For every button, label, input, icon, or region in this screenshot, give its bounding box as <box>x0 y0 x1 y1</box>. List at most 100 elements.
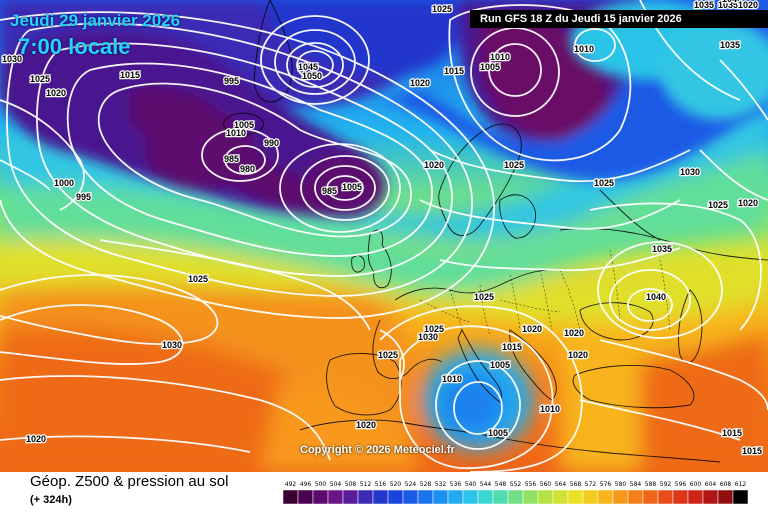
isobar-label: 1040 <box>646 292 666 302</box>
forecast-time: 7:00 locale <box>18 34 131 59</box>
scale-swatch <box>462 489 479 505</box>
scale-label: 540 <box>465 481 477 488</box>
isobar-label: 1020 <box>568 350 588 360</box>
isobar-label: 1015 <box>502 342 522 352</box>
isobar-label: 1020 <box>410 78 430 88</box>
scale-label: 568 <box>570 481 582 488</box>
scale-label: 524 <box>405 481 417 488</box>
scale-swatch <box>522 489 539 505</box>
scale-label: 516 <box>375 481 387 488</box>
isobar-label: 1025 <box>474 292 494 302</box>
scale-swatch <box>297 489 314 505</box>
isobar-label: 1005 <box>234 120 254 130</box>
scale-swatch <box>342 489 359 505</box>
scale-label: 544 <box>480 481 492 488</box>
isobar-label: 1020 <box>356 420 376 430</box>
isobar-label: 1040 <box>722 0 742 4</box>
isobar-label: 1025 <box>30 74 50 84</box>
isobar-label: 1035 <box>652 244 672 254</box>
scale-label: 556 <box>525 481 537 488</box>
isobar-label: 1010 <box>490 52 510 62</box>
isobar-label: 1005 <box>342 182 362 192</box>
scale-label: 600 <box>690 481 702 488</box>
isobar-label: 1025 <box>188 274 208 284</box>
isobar-label: 1010 <box>442 374 462 384</box>
scale-swatch <box>552 489 569 505</box>
scale-label: 504 <box>330 481 342 488</box>
forecast-date: Jeudi 29 janvier 2026 <box>10 11 181 30</box>
isobar-label: 985 <box>224 154 239 164</box>
isobar-label: 1020 <box>738 0 758 10</box>
scale-swatch <box>672 489 689 505</box>
scale-swatch <box>627 489 644 505</box>
scale-label: 564 <box>555 481 567 488</box>
scale-swatch <box>567 489 584 505</box>
scale-label: 596 <box>675 481 687 488</box>
isobar-label: 1035 <box>720 40 740 50</box>
isobar-label: 1000 <box>54 178 74 188</box>
copyright-text: Copyright © 2026 Meteociel.fr <box>300 444 455 456</box>
scale-label: 496 <box>300 481 312 488</box>
scale-swatch <box>357 489 374 505</box>
run-info: Run GFS 18 Z du Jeudi 15 janvier 2026 <box>470 10 768 28</box>
map-canvas: 1030 1025 1020 1015 995 1000 995 1010 10… <box>0 0 768 472</box>
isobar-label: 1020 <box>26 434 46 444</box>
map-footer: Géop. Z500 & pression au sol (+ 324h) 49… <box>0 472 768 512</box>
isobar-label: 1010 <box>540 404 560 414</box>
isobar-label: 990 <box>264 138 279 148</box>
isobars <box>0 0 768 472</box>
isobar-label: 1030 <box>418 332 438 342</box>
scale-label: 604 <box>705 481 717 488</box>
scale-label: 592 <box>660 481 672 488</box>
scale-swatch <box>283 489 299 505</box>
scale-swatch <box>612 489 629 505</box>
isobar-label: 980 <box>240 164 255 174</box>
scale-label: 500 <box>315 481 327 488</box>
isobar-label: 1030 <box>680 167 700 177</box>
color-scale: 492 496 500 504 508 512 516 520 524 528 532 536 540 5… <box>283 481 749 505</box>
scale-label: 608 <box>720 481 732 488</box>
isobar-label: 985 <box>322 186 337 196</box>
scale-label: 580 <box>615 481 627 488</box>
isobar-label: 1015 <box>722 428 742 438</box>
isobar-label: 1020 <box>46 88 66 98</box>
scale-swatch <box>642 489 659 505</box>
isobar-label: 1025 <box>594 178 614 188</box>
isobar-label: 1025 <box>504 160 524 170</box>
scale-swatch <box>492 489 509 505</box>
isobar-label: 1050 <box>302 71 322 81</box>
scale-swatch <box>447 489 464 505</box>
scale-swatch <box>477 489 494 505</box>
scale-label: 536 <box>450 481 462 488</box>
scale-label: 552 <box>510 481 522 488</box>
isobar-label: 995 <box>224 76 239 86</box>
isobar-label: 1030 <box>162 340 182 350</box>
isobar-label: 1015 <box>742 446 762 456</box>
isobar-label: 1020 <box>738 198 758 208</box>
isobar-label: 1025 <box>424 324 444 334</box>
scale-swatch <box>312 489 329 505</box>
isobar-label: 1020 <box>424 160 444 170</box>
scale-swatch <box>507 489 524 505</box>
scale-swatch <box>387 489 404 505</box>
isobar-label: 1010 <box>574 44 594 54</box>
scale-swatch <box>402 489 419 505</box>
forecast-lead-time: (+ 324h) <box>30 494 72 506</box>
scale-swatch <box>432 489 449 505</box>
scale-swatch <box>327 489 344 505</box>
scale-label: 492 <box>285 481 297 488</box>
scale-swatch <box>732 489 749 505</box>
scale-swatch <box>417 489 434 505</box>
scale-label: 548 <box>495 481 507 488</box>
scale-swatch <box>372 489 389 505</box>
scale-swatch <box>687 489 704 505</box>
scale-swatch <box>702 489 719 505</box>
scale-label: 576 <box>600 481 612 488</box>
country-borders <box>419 249 671 336</box>
isobar-label: 1005 <box>490 360 510 370</box>
scale-swatch <box>582 489 599 505</box>
scale-swatch <box>597 489 614 505</box>
northeast-zone <box>660 20 768 120</box>
scale-label: 532 <box>435 481 447 488</box>
isobar-labels: 1030 1025 1020 1015 995 1000 995 1010 10… <box>1 0 763 457</box>
